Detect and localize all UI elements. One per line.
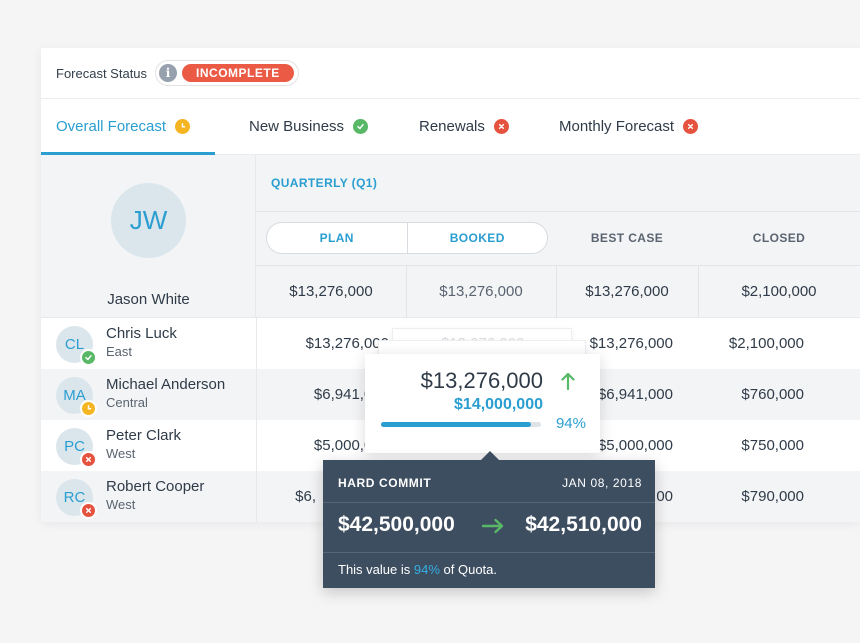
quota-popover: $13,276,000 $14,000,000 94% (365, 354, 600, 453)
tab-label: Monthly Forecast (559, 118, 675, 135)
commit-from-value: $42,500,000 (338, 513, 455, 536)
divider (256, 471, 257, 522)
tab-label: Renewals (419, 118, 485, 135)
closed-cell: $750,000 (741, 437, 804, 454)
forecast-grid-header: QUARTERLY (Q1) PLAN BOOKED BEST CASE CLO… (256, 155, 860, 318)
plan-cell: $13,276,000 (305, 335, 389, 352)
status-badge: INCOMPLETE (182, 64, 294, 82)
best-case-cell: $6,941,000 (597, 386, 673, 403)
total-best-case: $13,276,000 (585, 283, 669, 300)
booked-toggle[interactable]: BOOKED (406, 223, 548, 253)
arrow-right-icon (481, 518, 504, 534)
plan-booked-toggle: PLAN BOOKED (266, 222, 548, 254)
tab-new-business[interactable]: New Business (249, 99, 369, 154)
rep-name: Peter Clark (106, 427, 182, 444)
hard-commit-panel: HARD COMMIT JAN 08, 2018 $42,500,000 $42… (323, 451, 655, 588)
profile-name: Jason White (107, 291, 190, 308)
hard-commit-label: HARD COMMIT (338, 476, 432, 490)
tab-label: Overall Forecast (56, 118, 167, 135)
check-icon (353, 119, 369, 134)
quota-note-percent: 94% (413, 562, 440, 577)
rep-region: East (106, 344, 133, 359)
table-row[interactable]: CL Chris Luck East $13,276,000 $13,276,0… (41, 318, 860, 369)
avatar: MA (56, 377, 97, 417)
panel-caret (481, 451, 499, 460)
close-icon (493, 119, 509, 134)
tab-label: New Business (249, 118, 345, 135)
close-icon (80, 451, 97, 468)
total-closed: $2,100,000 (741, 283, 817, 300)
info-icon[interactable]: i (159, 64, 178, 82)
quota-note-suffix: of Quota. (443, 562, 498, 577)
rep-region: West (106, 446, 136, 461)
best-case-cell: $5,000,000 (597, 437, 673, 454)
rep-region: West (106, 497, 136, 512)
total-booked: $13,276,000 (439, 283, 523, 300)
avatar: CL (56, 326, 97, 366)
popover-target: $14,000,000 (454, 396, 543, 413)
divider (698, 265, 699, 318)
closed-column-header: CLOSED (752, 231, 806, 245)
quota-note-prefix: This value is (338, 562, 411, 577)
forecast-status-bar: Forecast Status i INCOMPLETE (41, 48, 860, 99)
best-case-column-header: BEST CASE (590, 231, 664, 245)
avatar-initials: CL (64, 336, 85, 353)
best-case-cell: $13,276,000 (589, 335, 673, 352)
best-case-cell: 00 (656, 488, 673, 505)
divider (256, 265, 860, 266)
plan-cell: $6, (295, 488, 316, 505)
close-icon (80, 502, 97, 519)
popover-value: $13,276,000 (420, 368, 543, 393)
rep-name: Michael Anderson (106, 376, 226, 393)
arrow-up-icon (561, 372, 575, 390)
tab-overall-forecast[interactable]: Overall Forecast (56, 99, 191, 154)
total-plan: $13,276,000 (289, 283, 373, 300)
avatar-initials: PC (64, 438, 85, 455)
check-icon (80, 349, 97, 366)
divider (256, 211, 860, 212)
avatar: RC (56, 479, 97, 519)
closed-cell: $760,000 (741, 386, 804, 403)
closed-cell: $790,000 (741, 488, 804, 505)
period-label[interactable]: QUARTERLY (Q1) (271, 176, 378, 190)
popover-percent: 94% (555, 415, 586, 432)
profile-panel: JW Jason White (41, 155, 256, 318)
commit-to-value: $42,510,000 (525, 513, 642, 536)
divider (323, 502, 655, 503)
divider (556, 265, 557, 318)
avatar: JW (111, 183, 186, 258)
clock-icon (80, 400, 97, 417)
divider (256, 369, 257, 420)
tab-monthly-forecast[interactable]: Monthly Forecast (559, 99, 699, 154)
quota-progress-bar (381, 422, 541, 427)
rep-name: Robert Cooper (106, 478, 205, 495)
forecast-status-label: Forecast Status (56, 65, 148, 81)
divider (406, 265, 407, 318)
plan-toggle[interactable]: PLAN (319, 231, 354, 245)
divider (256, 420, 257, 471)
status-pill: i INCOMPLETE (155, 60, 299, 86)
divider (256, 318, 257, 369)
hard-commit-date: JAN 08, 2018 (562, 476, 642, 490)
avatar-initials: RC (63, 489, 86, 506)
divider (323, 552, 655, 553)
forecast-tabs: Overall Forecast New Business Renewals M… (41, 99, 860, 155)
avatar: PC (56, 428, 97, 468)
closed-cell: $2,100,000 (728, 335, 804, 352)
tab-renewals[interactable]: Renewals (419, 99, 509, 154)
avatar-initials: MA (63, 387, 86, 404)
clock-icon (175, 119, 191, 134)
quota-note: This value is 94% of Quota. (338, 562, 497, 577)
rep-region: Central (106, 395, 148, 410)
forecast-card: Forecast Status i INCOMPLETE Overall For… (41, 48, 860, 522)
quota-progress-fill (381, 422, 532, 427)
rep-name: Chris Luck (106, 325, 177, 342)
active-tab-indicator (41, 152, 215, 155)
close-icon (683, 119, 699, 134)
